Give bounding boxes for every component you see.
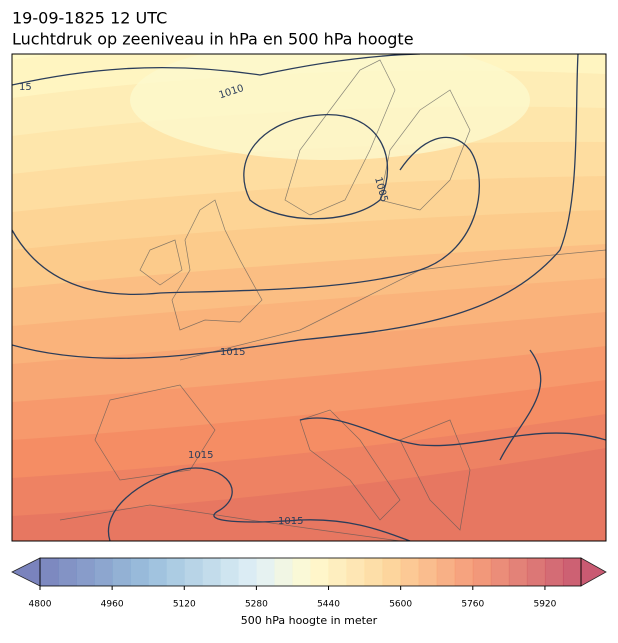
colorbar-cell: [346, 558, 366, 586]
coastline: [179, 249, 606, 361]
colorbar-cell: [166, 558, 185, 586]
contour-label: 1015: [188, 450, 213, 461]
colorbar-tick-label: 5760: [461, 600, 484, 610]
colorbar-tick-label: 4960: [101, 600, 124, 610]
contour-label: 1015: [220, 347, 245, 358]
colorbar-tick-label: 5280: [245, 600, 268, 610]
coastline: [94, 384, 216, 481]
colorbar-cell: [40, 558, 59, 586]
isobar: [12, 54, 421, 86]
colorbar-cell: [58, 558, 77, 586]
colorbar-cell: [364, 558, 384, 586]
coastline: [59, 504, 401, 541]
colorbar-cell: [310, 558, 330, 586]
colorbar-tick-label: 5920: [533, 600, 556, 610]
field-band: [130, 54, 530, 160]
subtitle: Luchtdruk op zeeniveau in hPa en 500 hPa…: [12, 30, 414, 49]
colorbar-extend: [11, 557, 41, 587]
colorbar-cell: [292, 558, 311, 586]
isobar: [243, 114, 389, 220]
colorbar-tick-label: 5600: [389, 600, 412, 610]
colorbar-cell: [454, 558, 474, 586]
colorbar-frame: [39, 557, 582, 587]
field-band: [12, 448, 606, 541]
colorbar-cell: [490, 558, 510, 586]
isobar: [12, 54, 579, 360]
colorbar-tick-label: 5440: [317, 600, 340, 610]
colorbar-cell: [238, 558, 257, 586]
coastline: [379, 89, 471, 211]
colorbar-cell: [400, 558, 420, 586]
coastline: [139, 239, 183, 286]
isobar: [499, 349, 542, 461]
colorbar-cell: [382, 558, 402, 586]
colorbar-extend: [580, 557, 607, 587]
colorbar-cell: [472, 558, 492, 586]
map-frame: [11, 53, 607, 542]
colorbar-tick-label: 5120: [173, 600, 196, 610]
colorbar-tick-label: 4800: [29, 600, 52, 610]
contour-label: 1015: [278, 516, 303, 527]
colorbar-cell: [328, 558, 348, 586]
isobar: [299, 417, 606, 447]
coastline: [399, 419, 471, 531]
colorbar-cell: [112, 558, 131, 586]
isobar: [107, 467, 411, 541]
colorbar-cell: [544, 558, 564, 586]
colorbar-cell: [148, 558, 167, 586]
isobar: [12, 136, 480, 295]
colorbar-cell: [274, 558, 293, 586]
colorbar-cell: [256, 558, 275, 586]
colorbar-cell: [562, 558, 582, 586]
colorbar-cell: [220, 558, 239, 586]
colorbar-cell: [508, 558, 528, 586]
coastline: [284, 59, 396, 216]
colorbar-cell: [184, 558, 203, 586]
contour-label: 15: [19, 82, 32, 93]
colorbar: 4800 4960 5120 5280 5440 5600 5760 5920: [11, 557, 607, 610]
colorbar-cell: [436, 558, 456, 586]
colorbar-label: 500 hPa hoogte in meter: [241, 614, 378, 627]
colorbar-cell: [418, 558, 438, 586]
coastline: [299, 409, 401, 521]
coastline: [171, 199, 263, 331]
colorbar-cell: [526, 558, 546, 586]
colorbar-cell: [94, 558, 113, 586]
colorbar-cell: [202, 558, 221, 586]
title: 19-09-1825 12 UTC: [12, 9, 167, 28]
colorbar-cell: [76, 558, 95, 586]
map-lines: [12, 54, 606, 541]
map: [12, 54, 606, 541]
colorbar-cell: [130, 558, 149, 586]
